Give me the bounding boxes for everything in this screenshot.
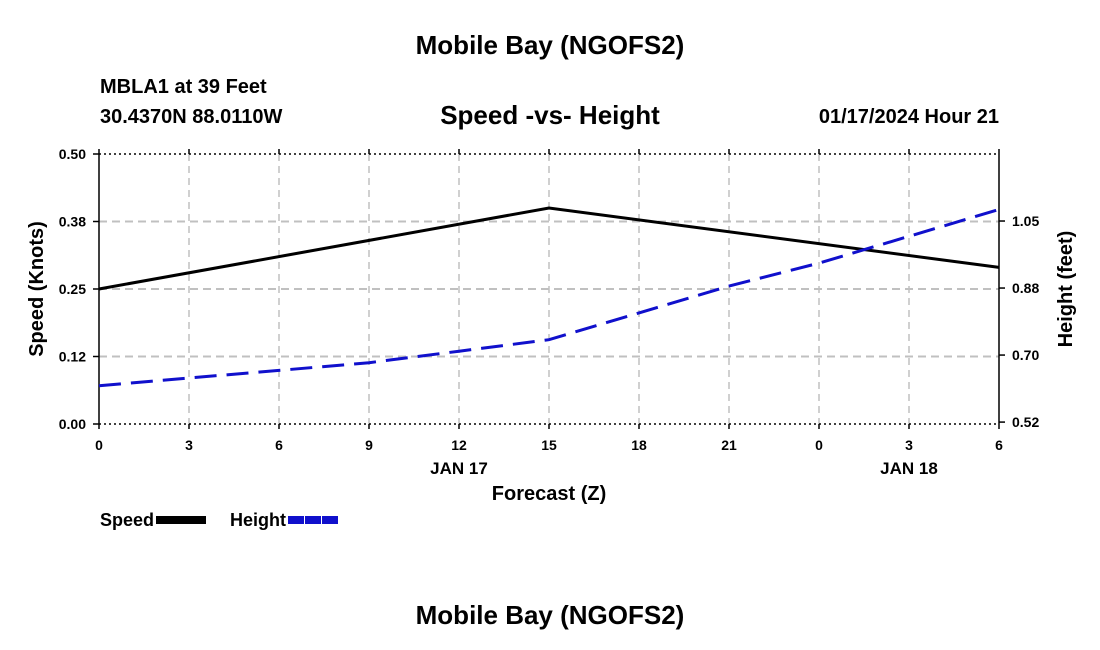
station-label: MBLA1 at 39 Feet	[100, 76, 267, 98]
y2-tick-label: 0.52	[1012, 414, 1039, 430]
legend-speed: Speed	[100, 509, 207, 531]
forecast-datetime: 01/17/2024 Hour 21	[818, 106, 999, 128]
station-coordinates: 30.4370N 88.0110W	[100, 106, 283, 128]
page-title: Mobile Bay (NGOFS2)	[415, 30, 685, 60]
y-tick-label: 0.00	[59, 416, 86, 432]
x-tick-label: 6	[995, 437, 1003, 453]
x-tick-label: 18	[631, 437, 647, 453]
x-tick-label: 3	[185, 437, 193, 453]
legend-height: Height	[230, 509, 338, 531]
y-tick-label: 0.25	[59, 281, 86, 297]
x-date-label: JAN 18	[880, 459, 938, 478]
y-tick-label: 0.12	[59, 349, 86, 365]
x-date-label: JAN 17	[430, 459, 488, 478]
x-tick-label: 0	[95, 437, 103, 453]
x-tick-label: 12	[451, 437, 467, 453]
y2-tick-label: 1.05	[1012, 213, 1039, 229]
series-height-line	[98, 208, 1000, 388]
y-tick-label: 0.50	[59, 146, 86, 162]
legend-speed-label: Speed	[100, 509, 155, 530]
x-tick-label: 0	[815, 437, 823, 453]
y-axis-label: Speed (Knots)	[26, 221, 48, 357]
legend-speed-swatch	[156, 516, 207, 524]
x-axis-label: Forecast (Z)	[492, 483, 606, 505]
y-tick-label: 0.38	[59, 214, 86, 230]
y2-tick-label: 0.88	[1012, 280, 1039, 296]
chart-title: Speed -vs- Height	[440, 100, 660, 130]
y2-tick-label: 0.70	[1012, 347, 1039, 363]
y2-axis-label: Height (feet)	[1055, 231, 1077, 348]
x-tick-label: 21	[721, 437, 737, 453]
legend-height-swatch	[288, 516, 338, 524]
footer-title: Mobile Bay (NGOFS2)	[415, 600, 685, 630]
legend-height-label: Height	[230, 509, 286, 530]
x-tick-label: 15	[541, 437, 557, 453]
x-tick-label: 9	[365, 437, 373, 453]
x-tick-label: 3	[905, 437, 913, 453]
series-speed-line	[98, 206, 1000, 291]
x-tick-label: 6	[275, 437, 283, 453]
